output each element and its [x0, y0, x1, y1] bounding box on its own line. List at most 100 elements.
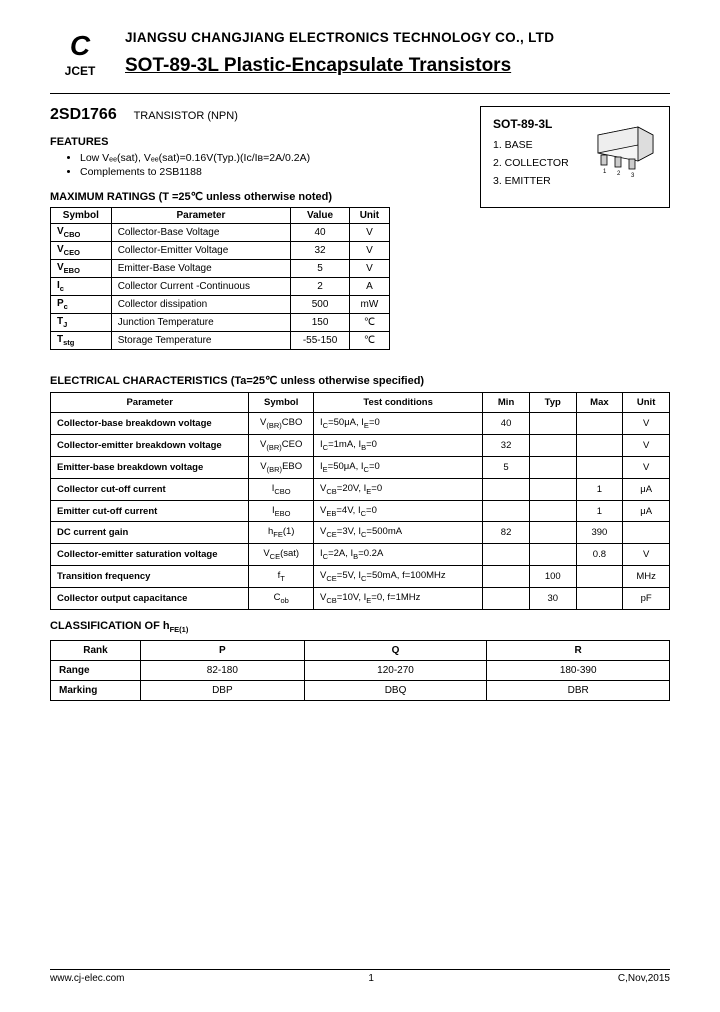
cell-typ [529, 434, 576, 456]
cell-max [576, 588, 623, 610]
cell-param: Transition frequency [51, 566, 249, 588]
cell-param: Collector-base breakdown voltage [51, 413, 249, 435]
cell-param: Collector dissipation [111, 296, 291, 314]
header: C JCET JIANGSU CHANGJIANG ELECTRONICS TE… [50, 30, 670, 78]
cell-max: 0.8 [576, 544, 623, 566]
cell-min [483, 500, 530, 522]
col-parameter: Parameter [111, 208, 291, 224]
cell-value: -55-150 [291, 332, 350, 350]
col-r: R [487, 641, 670, 661]
cell-symbol: Cob [249, 588, 314, 610]
cell-typ [529, 413, 576, 435]
svg-text:1: 1 [603, 169, 607, 175]
cell-value: 5 [291, 260, 350, 278]
col-conditions: Test conditions [314, 393, 483, 413]
cell-cond: IE=50μA, IC=0 [314, 456, 483, 478]
classification-table: Rank P Q R Range 82-180 120-270 180-390M… [50, 640, 670, 701]
cell-p: DBP [141, 681, 305, 701]
cell-symbol: V(BR)CEO [249, 434, 314, 456]
cell-unit: ℃ [349, 332, 389, 350]
cell-unit: ℃ [349, 314, 389, 332]
cell-unit: V [349, 260, 389, 278]
cell-unit: MHz [623, 566, 670, 588]
col-value: Value [291, 208, 350, 224]
classification-heading: CLASSIFICATION OF hFE(1) [50, 620, 670, 634]
cell-param: Storage Temperature [111, 332, 291, 350]
cell-typ [529, 478, 576, 500]
cell-symbol: Ic [51, 278, 112, 296]
part-line: 2SD1766 TRANSISTOR (NPN) [50, 106, 455, 124]
cell-label: Marking [51, 681, 141, 701]
col-typ: Typ [529, 393, 576, 413]
col-q: Q [304, 641, 487, 661]
svg-text:3: 3 [631, 173, 635, 179]
cell-symbol: V(BR)EBO [249, 456, 314, 478]
cell-param: Collector-Base Voltage [111, 224, 291, 242]
cell-unit: mW [349, 296, 389, 314]
cell-r: 180-390 [487, 661, 670, 681]
part-number: 2SD1766 [50, 106, 117, 124]
cell-cond: VCE=3V, IC=500mA [314, 522, 483, 544]
transistor-type: TRANSISTOR (NPN) [134, 110, 238, 122]
logo: C JCET [50, 30, 110, 78]
cell-symbol: V(BR)CBO [249, 413, 314, 435]
cell-typ [529, 522, 576, 544]
col-p: P [141, 641, 305, 661]
divider [50, 93, 670, 94]
svg-text:2: 2 [617, 171, 621, 177]
cell-param: DC current gain [51, 522, 249, 544]
cell-typ [529, 500, 576, 522]
cell-q: DBQ [304, 681, 487, 701]
cell-symbol: Tstg [51, 332, 112, 350]
cell-symbol: IEBO [249, 500, 314, 522]
feature-item: Complements to 2SB1188 [80, 166, 455, 178]
cell-unit: A [349, 278, 389, 296]
cell-max [576, 566, 623, 588]
elec-heading: ELECTRICAL CHARACTERISTICS (Ta=25℃ unles… [50, 374, 670, 387]
cell-value: 2 [291, 278, 350, 296]
company-name: JIANGSU CHANGJIANG ELECTRONICS TECHNOLOG… [125, 30, 670, 45]
cell-unit: V [623, 413, 670, 435]
cell-symbol: ICBO [249, 478, 314, 500]
cell-min [483, 588, 530, 610]
cell-unit: μA [623, 478, 670, 500]
footer-rev: C,Nov,2015 [618, 973, 670, 984]
cell-symbol: TJ [51, 314, 112, 332]
cell-q: 120-270 [304, 661, 487, 681]
cell-param: Emitter-base breakdown voltage [51, 456, 249, 478]
logo-text: JCET [50, 64, 110, 78]
col-rank: Rank [51, 641, 141, 661]
cell-param: Emitter cut-off current [51, 500, 249, 522]
col-max: Max [576, 393, 623, 413]
cell-max [576, 413, 623, 435]
package-icon: 1 2 3 [583, 125, 661, 180]
features-heading: FEATURES [50, 136, 455, 148]
cell-symbol: VCE(sat) [249, 544, 314, 566]
cell-min [483, 478, 530, 500]
cell-max [576, 456, 623, 478]
cell-min: 40 [483, 413, 530, 435]
cell-unit: V [623, 456, 670, 478]
feature-item: Low Vₑₑ(sat), Vₑₑ(sat)=0.16V(Typ.)(Iᴄ/Iʙ… [80, 152, 455, 164]
cell-r: DBR [487, 681, 670, 701]
elec-table: Parameter Symbol Test conditions Min Typ… [50, 392, 670, 610]
cell-param: Collector Current -Continuous [111, 278, 291, 296]
cell-max [576, 434, 623, 456]
features-list: Low Vₑₑ(sat), Vₑₑ(sat)=0.16V(Typ.)(Iᴄ/Iʙ… [80, 152, 455, 178]
cell-value: 150 [291, 314, 350, 332]
cell-param: Collector output capacitance [51, 588, 249, 610]
col-symbol: Symbol [249, 393, 314, 413]
col-min: Min [483, 393, 530, 413]
cell-unit: V [349, 242, 389, 260]
cell-max: 1 [576, 478, 623, 500]
cell-param: Junction Temperature [111, 314, 291, 332]
cell-min: 32 [483, 434, 530, 456]
cell-unit: pF [623, 588, 670, 610]
cell-unit: V [623, 434, 670, 456]
cell-value: 32 [291, 242, 350, 260]
header-text: JIANGSU CHANGJIANG ELECTRONICS TECHNOLOG… [125, 30, 670, 77]
document-title: SOT-89-3L Plastic-Encapsulate Transistor… [125, 55, 670, 77]
cell-symbol: Pc [51, 296, 112, 314]
cell-symbol: VEBO [51, 260, 112, 278]
ratings-heading: MAXIMUM RATINGS (T =25℃ unless otherwise… [50, 190, 455, 203]
